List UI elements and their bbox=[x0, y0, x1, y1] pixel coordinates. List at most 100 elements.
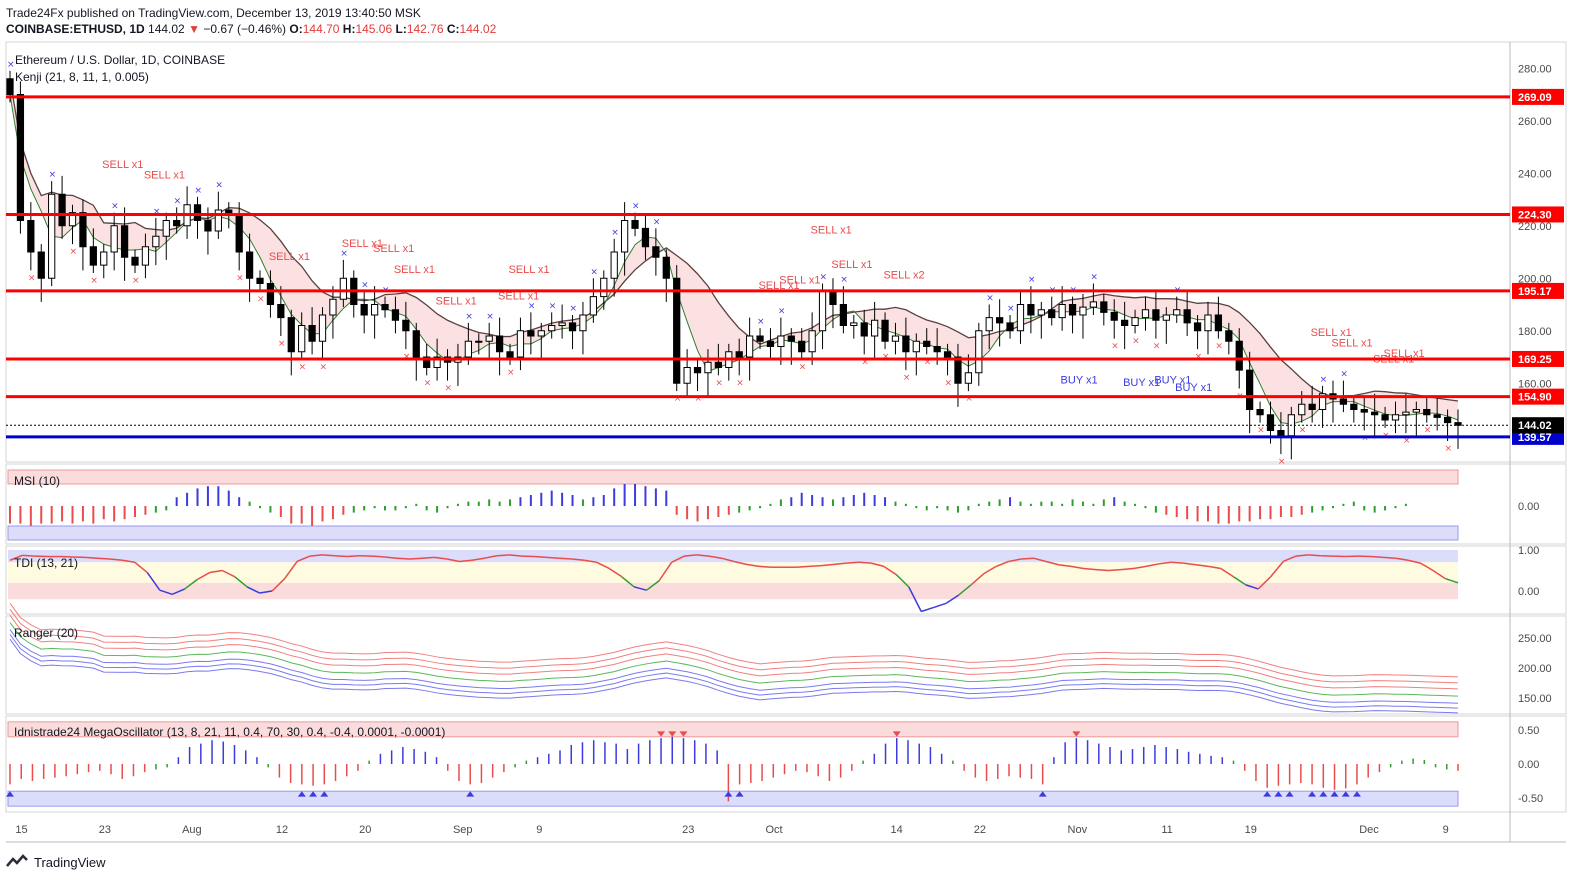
tdi-segment bbox=[259, 590, 273, 594]
candle-up bbox=[777, 335, 785, 347]
tdi-segment bbox=[608, 567, 623, 578]
buy-label: BUY x1 bbox=[1175, 382, 1212, 394]
time-tick-label: 9 bbox=[536, 824, 542, 836]
candle-down bbox=[1371, 411, 1379, 416]
candle-down bbox=[1360, 409, 1368, 413]
candle-up bbox=[1131, 317, 1139, 326]
sell-marker: × bbox=[507, 368, 515, 378]
candle-down bbox=[756, 335, 764, 342]
buy-marker: × bbox=[111, 202, 119, 212]
time-tick-label: Nov bbox=[1068, 824, 1088, 836]
chart-canvas[interactable]: × × × × × × × × × × × × × × × × × × × × × × × × × × × × × × × × × × × × × × × ×… bbox=[0, 0, 1572, 850]
mega-buy-triangle bbox=[1352, 791, 1361, 797]
tdi-mid-zone bbox=[8, 562, 1458, 583]
change: −0.67 (−0.46%) bbox=[203, 22, 287, 36]
ranger-band-line bbox=[9, 634, 1459, 709]
candle-up bbox=[985, 317, 993, 332]
candle-down bbox=[16, 94, 25, 221]
candle-up bbox=[1089, 301, 1098, 308]
time-tick-label: 20 bbox=[359, 824, 371, 836]
tdi-segment bbox=[921, 606, 934, 613]
sell-marker: × bbox=[882, 352, 890, 362]
tdi-segment bbox=[646, 580, 660, 591]
buy-marker: × bbox=[528, 301, 536, 311]
sell-marker: × bbox=[132, 276, 140, 286]
tdi-segment bbox=[322, 554, 335, 557]
buy-marker: × bbox=[174, 196, 182, 206]
sell-marker: × bbox=[1403, 436, 1411, 446]
candle-down bbox=[245, 251, 254, 279]
candle-up bbox=[214, 209, 222, 232]
candle-up bbox=[746, 335, 754, 358]
candle-down bbox=[1246, 369, 1254, 410]
tdi-segment bbox=[1383, 556, 1396, 559]
msi-pane[interactable] bbox=[7, 469, 1459, 541]
pane-frames bbox=[5, 41, 1567, 843]
mega-tick-label: 0.00 bbox=[1518, 759, 1539, 771]
tdi-segment bbox=[1245, 584, 1259, 590]
footer-brand[interactable]: TradingView bbox=[34, 854, 106, 870]
tdi-segment bbox=[22, 554, 36, 557]
tdi-segment bbox=[995, 560, 1009, 568]
mega-pane[interactable] bbox=[6, 721, 1459, 807]
sell-label: SELL x2 bbox=[883, 269, 924, 281]
ranger-band-line bbox=[9, 608, 1459, 684]
mega-buy-triangle bbox=[309, 791, 318, 797]
candle-up bbox=[100, 251, 108, 266]
tdi-segment bbox=[970, 573, 985, 586]
down-arrow-icon: ▼ bbox=[188, 22, 200, 36]
price-pane[interactable]: × × × × × × × × × × × × × × × × × × × × × × × × × × × × × × × × × × × × × × × ×… bbox=[6, 60, 1510, 467]
ranger-title: Ranger (20) bbox=[14, 626, 78, 640]
candle-down bbox=[673, 277, 681, 384]
buy-marker: × bbox=[632, 202, 640, 212]
mega-buy-triangle bbox=[1274, 791, 1283, 797]
candle-down bbox=[943, 351, 952, 358]
tdi-segment bbox=[1033, 557, 1047, 563]
candle-down bbox=[829, 290, 837, 305]
level-tag bbox=[1512, 88, 1564, 105]
candle-up bbox=[141, 246, 150, 266]
tdi-segment bbox=[1183, 562, 1196, 566]
tdi-segment bbox=[384, 556, 398, 559]
price-tick-label: 280.00 bbox=[1518, 63, 1552, 75]
time-tick-label: 15 bbox=[15, 824, 27, 836]
tdi-segment bbox=[1282, 555, 1297, 563]
candle-up bbox=[1391, 414, 1400, 421]
tdi-segment bbox=[671, 555, 685, 563]
sell-marker: × bbox=[1445, 444, 1453, 454]
candle-down bbox=[235, 214, 243, 253]
candle-down bbox=[1225, 330, 1233, 342]
ranger-band-line bbox=[9, 638, 1459, 714]
candle-down bbox=[1068, 304, 1077, 316]
candle-down bbox=[173, 220, 181, 227]
sell-label: SELL x1 bbox=[1383, 348, 1424, 360]
buy-marker: × bbox=[570, 304, 578, 314]
mega-buy-triangle bbox=[1263, 791, 1272, 797]
open-value: 144.70 bbox=[302, 22, 340, 36]
sell-label: SELL x1 bbox=[144, 170, 185, 182]
tradingview-logo-icon[interactable] bbox=[6, 854, 28, 870]
tdi-segment bbox=[309, 554, 323, 557]
candle-up bbox=[808, 330, 816, 353]
candle-down bbox=[131, 256, 139, 266]
tdi-segment bbox=[1270, 561, 1284, 578]
candle-up bbox=[1204, 314, 1212, 332]
candle-up bbox=[152, 235, 160, 248]
candle-up bbox=[485, 335, 493, 342]
kenji-cloud bbox=[10, 78, 1458, 424]
tdi-segment bbox=[596, 561, 610, 570]
ranger-pane[interactable] bbox=[9, 602, 1459, 714]
tdi-segment bbox=[1095, 568, 1109, 572]
candle-down bbox=[1235, 340, 1243, 371]
sell-label: SELL x1 bbox=[1331, 338, 1372, 350]
mega-sell-triangle bbox=[892, 731, 901, 737]
buy-marker: × bbox=[1320, 375, 1328, 385]
level-label: 139.57 bbox=[1518, 432, 1552, 444]
candle-down bbox=[902, 335, 910, 353]
tdi-pane[interactable] bbox=[8, 550, 1459, 613]
ranger-band-line bbox=[9, 629, 1459, 704]
candle-down bbox=[714, 361, 722, 368]
candle-up bbox=[162, 220, 170, 237]
mega-sell-triangle bbox=[1072, 731, 1081, 737]
sell-marker: × bbox=[945, 378, 953, 388]
